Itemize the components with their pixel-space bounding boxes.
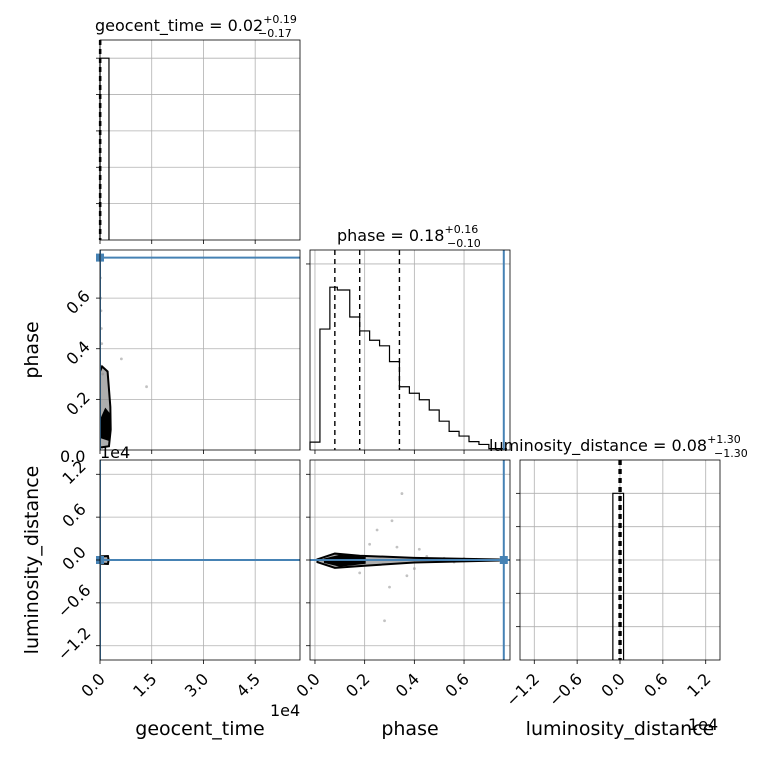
offset-lum-x: 1e4 xyxy=(688,715,718,734)
phase-hist-bin-7 xyxy=(380,346,390,450)
luminosity_distance-vs-phase-point-15 xyxy=(405,574,409,578)
luminosity_distance-vs-geocent_time-group xyxy=(100,460,300,660)
phase-hist-bin-6 xyxy=(370,340,380,450)
ytick-label-luminosity_distance-2: 0.0 xyxy=(58,542,89,573)
xtick-label-luminosity_distance-1: −0.6 xyxy=(545,669,586,710)
ylabel-luminosity_distance: luminosity_distance xyxy=(21,466,43,655)
xtick-label-phase-3: 0.6 xyxy=(441,669,472,700)
title-geocent_time: geocent_time = 0.02+0.19 xyxy=(95,13,297,36)
frames-layer xyxy=(96,39,721,664)
xtick-label-geocent_time-0: 0.0 xyxy=(77,669,108,700)
ylabel-phase: phase xyxy=(21,321,43,378)
phase-vs-geocent_time-point-1 xyxy=(119,357,123,361)
luminosity_distance-vs-phase-point-3 xyxy=(388,585,391,589)
xlabel-geocent_time: geocent_time xyxy=(135,718,264,740)
luminosity_distance-vs-phase-group xyxy=(310,460,510,660)
phase-hist-frame xyxy=(309,249,511,451)
xlabel-phase: phase xyxy=(381,718,438,740)
phase-hist-bin-17 xyxy=(479,444,489,450)
ytick-label-phase-1: 0.4 xyxy=(62,337,93,368)
text-layer: geocent_time = 0.02+0.19 −0.17 phase = 0… xyxy=(21,13,748,740)
title-luminosity_distance-minus: −1.30 xyxy=(714,447,748,460)
grid-layer xyxy=(99,40,720,660)
xtick-label-geocent_time-1: 1.5 xyxy=(129,669,160,700)
geocent_time-hist-frame xyxy=(99,39,301,241)
luminosity_distance-vs-geocent_time-frame xyxy=(99,459,301,661)
phase-hist-bin-2 xyxy=(330,287,337,450)
marks-layer xyxy=(96,40,625,660)
luminosity_distance-vs-phase-point-4 xyxy=(383,619,386,623)
title-luminosity_distance: luminosity_distance = 0.08+1.30 xyxy=(489,433,741,456)
phase-vs-geocent_time-point-0 xyxy=(145,385,148,389)
luminosity_distance-hist-bin-0 xyxy=(613,493,624,660)
luminosity_distance-vs-phase-point-1 xyxy=(390,519,394,523)
luminosity_distance-vs-phase-point-8 xyxy=(368,542,372,546)
xtick-label-geocent_time-3: 4.5 xyxy=(233,669,264,700)
title-phase: phase = 0.18+0.16 xyxy=(337,223,478,245)
offset-lum-y: 1e4 xyxy=(100,443,130,462)
ytick-label-luminosity_distance-1: 0.6 xyxy=(58,500,89,531)
phase-hist-bin-13 xyxy=(439,421,449,450)
phase-vs-geocent_time-frame xyxy=(99,249,301,451)
luminosity_distance-hist-histogram-step xyxy=(612,492,625,660)
phase-hist-bin-9 xyxy=(399,387,409,450)
xtick-label-phase-0: 0.0 xyxy=(292,669,323,700)
title-phase-minus: −0.10 xyxy=(447,237,481,250)
luminosity_distance-vs-phase-point-11 xyxy=(417,547,421,551)
title-phase-plus: +0.16 xyxy=(444,223,478,236)
xtick-label-phase-2: 0.4 xyxy=(392,669,423,700)
phase-hist-bin-8 xyxy=(390,362,400,450)
title-geocent_time-minus: −0.17 xyxy=(258,27,292,40)
luminosity_distance-vs-phase-point-2 xyxy=(375,528,379,532)
xtick-label-phase-1: 0.2 xyxy=(342,669,373,700)
offset-geocent-x: 1e4 xyxy=(270,701,300,720)
xtick-label-luminosity_distance-3: 0.6 xyxy=(640,669,671,700)
phase-hist-bin-12 xyxy=(429,410,439,450)
xtick-label-luminosity_distance-4: 1.2 xyxy=(683,669,714,700)
phase-hist-bin-14 xyxy=(449,431,459,450)
luminosity_distance-vs-phase-point-14 xyxy=(395,545,399,549)
ytick-label-phase-0: 0.2 xyxy=(62,388,93,419)
ytick-label-phase-2: 0.6 xyxy=(62,286,93,317)
luminosity_distance-vs-phase-point-0 xyxy=(400,492,404,495)
xtick-label-luminosity_distance-2: 0.0 xyxy=(597,669,628,700)
phase-vs-geocent_time-contour-inner xyxy=(100,407,111,442)
ytick-label-luminosity_distance-4: −1.2 xyxy=(54,623,95,664)
phase-hist-bin-3 xyxy=(337,290,349,450)
phase-hist-bin-16 xyxy=(469,442,479,450)
title-lum-plus: +1.30 xyxy=(707,433,741,446)
ytick-label-luminosity_distance-3: −0.6 xyxy=(54,581,95,622)
phase-ylim-bottom-label: 0.0 xyxy=(60,447,85,466)
phase-vs-geocent_time-group xyxy=(100,250,300,450)
title-geocent_time-plus: +0.19 xyxy=(263,13,297,26)
luminosity_distance-vs-phase-point-9 xyxy=(412,567,416,570)
phase-hist-bin-4 xyxy=(350,317,360,450)
phase-hist-bin-11 xyxy=(419,400,429,450)
phase-hist-histogram-step xyxy=(309,286,507,450)
xtick-label-luminosity_distance-0: −1.2 xyxy=(502,669,543,710)
luminosity_distance-vs-phase-frame xyxy=(309,459,511,661)
luminosity_distance-vs-phase-truth-marker xyxy=(499,556,508,564)
xtick-label-geocent_time-2: 3.0 xyxy=(181,669,212,700)
xlabel-luminosity_distance: luminosity_distance xyxy=(526,718,715,740)
phase-vs-geocent_time-point-4 xyxy=(100,342,104,346)
luminosity_distance-hist-frame xyxy=(519,459,721,661)
luminosity_distance-vs-phase-point-10 xyxy=(358,571,362,575)
phase-hist-bin-1 xyxy=(320,329,330,450)
